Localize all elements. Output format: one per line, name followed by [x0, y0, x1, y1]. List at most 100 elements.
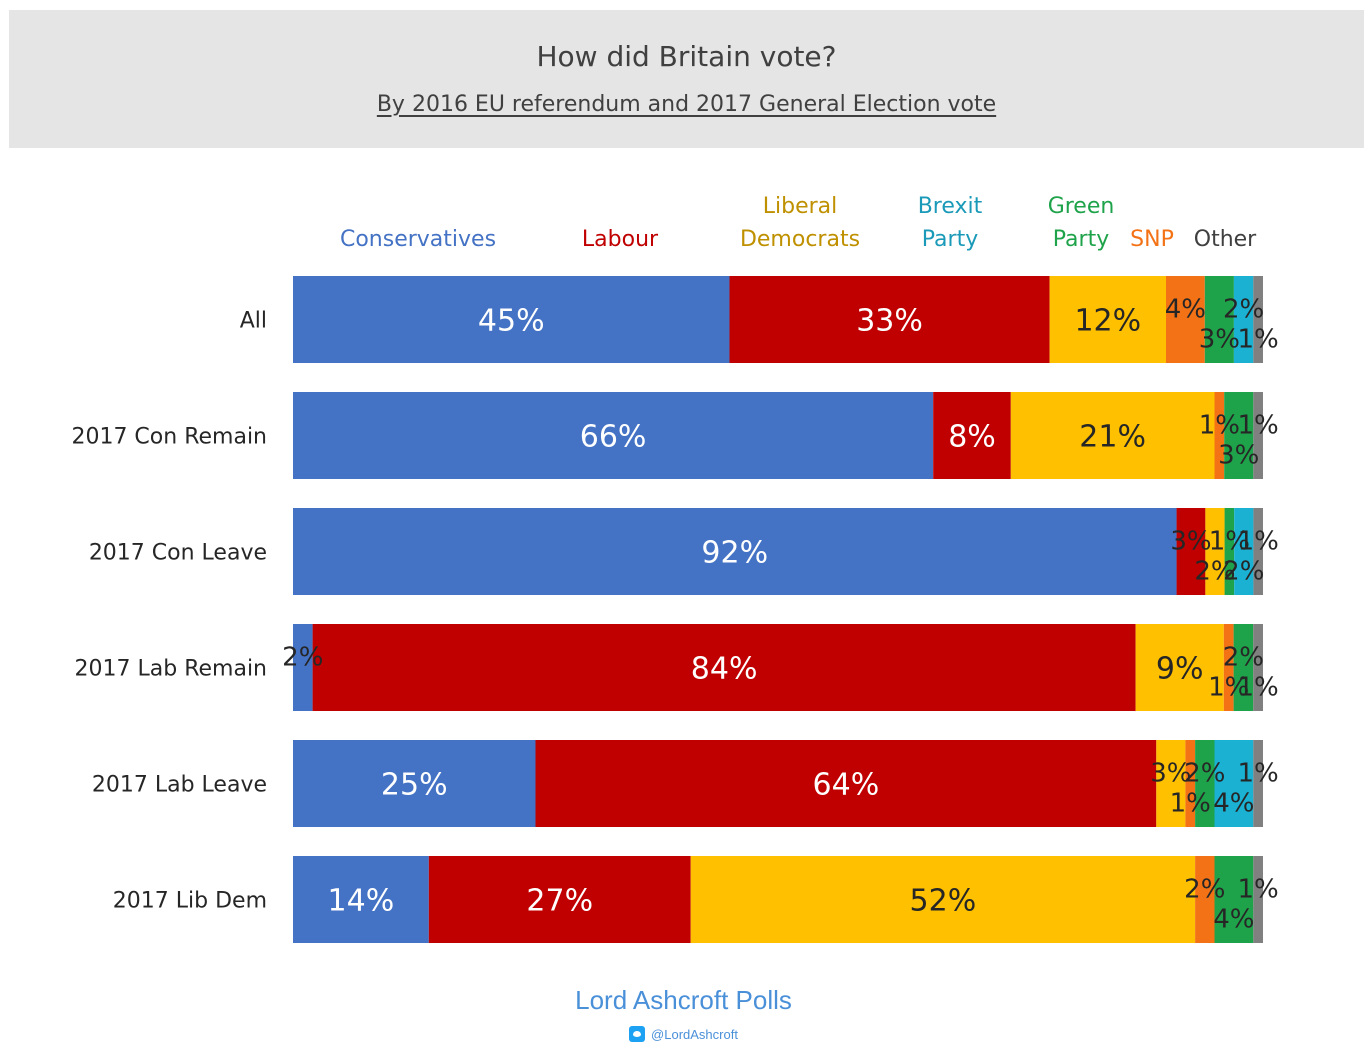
- data-label-2017-con-remain-other: 1%: [1238, 411, 1279, 441]
- bar-2017-lib-dem-snp: [1195, 856, 1215, 943]
- bar-2017-lab-remain-liberal-democrats: [1135, 624, 1224, 711]
- bar-2017-lab-remain-other: [1253, 624, 1263, 711]
- bar-all-conservatives: [293, 276, 730, 363]
- bar-all-snp: [1166, 276, 1205, 363]
- bar-2017-lab-leave-conservatives: [293, 740, 536, 827]
- row-label-all: All: [240, 309, 267, 334]
- data-label-2017-lab-remain-snp: 1%: [1208, 673, 1249, 703]
- bar-2017-con-leave-liberal-democrats: [1205, 508, 1225, 595]
- bar-2017-lab-remain-snp: [1223, 624, 1234, 711]
- bar-2017-lib-dem-conservatives: [293, 856, 429, 943]
- bar-2017-lab-leave-labour: [535, 740, 1157, 827]
- legend-green-party-line-1: Green: [1048, 194, 1115, 219]
- brand-name: Lord Ashcroft Polls: [575, 985, 792, 1015]
- bar-2017-con-remain-labour: [933, 392, 1011, 479]
- data-label-2017-lab-remain-conservatives: 2%: [282, 643, 323, 673]
- legend-other: Other: [1194, 227, 1257, 252]
- data-label-2017-con-remain-liberal-democrats: 21%: [1079, 420, 1146, 455]
- data-label-2017-lib-dem-other: 1%: [1238, 875, 1279, 905]
- bar-2017-con-remain-liberal-democrats: [1010, 392, 1215, 479]
- bar-2017-lib-dem-other: [1253, 856, 1263, 943]
- chart-header: How did Britain vote? By 2016 EU referen…: [9, 10, 1364, 148]
- data-label-all-liberal-democrats: 12%: [1074, 304, 1141, 339]
- data-label-2017-lab-leave-labour: 64%: [813, 768, 880, 803]
- legend-liberal-democrats-line-2: Democrats: [740, 227, 860, 252]
- bar-2017-lib-dem-labour: [428, 856, 691, 943]
- twitter-handle: @LordAshcroft: [651, 1027, 738, 1042]
- data-label-2017-lab-remain-other: 1%: [1237, 673, 1278, 703]
- data-label-2017-con-leave-conservatives: 92%: [701, 536, 768, 571]
- bar-2017-con-remain-other: [1253, 392, 1263, 479]
- bar-2017-lab-remain-green-party: [1233, 624, 1254, 711]
- data-label-2017-lib-dem-liberal-democrats: 52%: [910, 884, 977, 919]
- data-label-2017-con-remain-labour: 8%: [948, 420, 996, 455]
- row-label-2017-lib-dem: 2017 Lib Dem: [113, 889, 267, 914]
- data-label-2017-lab-remain-labour: 84%: [691, 652, 758, 687]
- bar-all-liberal-democrats: [1049, 276, 1166, 363]
- chart-title: How did Britain vote?: [536, 40, 837, 73]
- data-label-2017-con-remain-conservatives: 66%: [580, 420, 647, 455]
- bar-2017-con-leave-conservatives: [293, 508, 1177, 595]
- data-label-2017-con-remain-snp: 1%: [1199, 411, 1240, 441]
- legend-snp: SNP: [1130, 227, 1174, 252]
- bar-2017-con-leave-brexit-party: [1234, 508, 1254, 595]
- bar-2017-lab-leave-other: [1253, 740, 1263, 827]
- legend-green-party-line-2: Party: [1053, 227, 1109, 252]
- bar-2017-con-remain-green-party: [1224, 392, 1254, 479]
- data-label-2017-lab-leave-other: 1%: [1238, 759, 1279, 789]
- data-label-2017-con-leave-labour: 3%: [1170, 527, 1211, 557]
- bar-2017-lib-dem-liberal-democrats: [690, 856, 1196, 943]
- twitter-icon: [629, 1026, 646, 1042]
- bar-2017-con-remain-conservatives: [293, 392, 934, 479]
- bar-2017-lab-leave-brexit-party: [1214, 740, 1254, 827]
- stacked-bar-chart: Conservatives Labour Liberal Democrats Brexi…: [71, 194, 1279, 943]
- data-label-2017-lib-dem-labour: 27%: [526, 884, 593, 919]
- bar-2017-lab-leave-green-party: [1195, 740, 1215, 827]
- bar-all-brexit-party: [1233, 276, 1254, 363]
- data-label-2017-con-remain-green-party: 3%: [1218, 441, 1259, 471]
- data-label-all-other: 1%: [1238, 325, 1279, 355]
- row-label-2017-con-remain: 2017 Con Remain: [71, 425, 267, 450]
- bar-2017-con-remain-snp: [1214, 392, 1225, 479]
- bar-2017-lab-leave-liberal-democrats: [1156, 740, 1186, 827]
- legend-labour: Labour: [582, 227, 659, 252]
- data-label-all-green-party: 3%: [1199, 325, 1240, 355]
- data-label-all-snp: 4%: [1165, 295, 1206, 325]
- data-label-2017-lab-leave-conservatives: 25%: [381, 768, 448, 803]
- data-label-2017-lab-remain-green-party: 2%: [1223, 643, 1264, 673]
- bar-2017-con-leave-green-party: [1224, 508, 1235, 595]
- data-label-2017-lab-remain-liberal-democrats: 9%: [1156, 652, 1204, 687]
- data-label-2017-lab-leave-liberal-democrats: 3%: [1150, 759, 1191, 789]
- legend-brexit-party-line-2: Party: [922, 227, 978, 252]
- bar-all-green-party: [1204, 276, 1234, 363]
- bar-2017-lab-leave-snp: [1185, 740, 1196, 827]
- data-label-2017-lab-leave-snp: 1%: [1170, 789, 1211, 819]
- bar-all-labour: [729, 276, 1050, 363]
- twitter-handle-row[interactable]: @LordAshcroft: [0, 1026, 1367, 1042]
- data-label-all-brexit-party: 2%: [1223, 295, 1264, 325]
- bar-2017-con-leave-other: [1253, 508, 1263, 595]
- bar-2017-lab-remain-conservatives: [293, 624, 313, 711]
- legend-conservatives: Conservatives: [340, 227, 496, 252]
- chart-subtitle: By 2016 EU referendum and 2017 General E…: [9, 92, 1364, 117]
- data-label-2017-lib-dem-snp: 2%: [1184, 875, 1225, 905]
- row-label-2017-lab-leave: 2017 Lab Leave: [92, 773, 267, 798]
- bar-all-other: [1253, 276, 1263, 363]
- data-label-2017-con-leave-liberal-democrats: 2%: [1194, 557, 1235, 587]
- legend-brexit-party-line-1: Brexit: [918, 194, 983, 219]
- data-label-2017-lib-dem-conservatives: 14%: [328, 884, 395, 919]
- bar-2017-lab-remain-labour: [312, 624, 1136, 711]
- data-label-all-labour: 33%: [856, 304, 923, 339]
- data-label-2017-lab-leave-brexit-party: 4%: [1213, 789, 1254, 819]
- row-label-2017-lab-remain: 2017 Lab Remain: [75, 657, 267, 682]
- bar-2017-con-leave-labour: [1176, 508, 1206, 595]
- legend-liberal-democrats-line-1: Liberal: [763, 194, 838, 219]
- data-label-2017-lab-leave-green-party: 2%: [1184, 759, 1225, 789]
- data-label-2017-lib-dem-green-party: 4%: [1213, 905, 1254, 935]
- data-label-all-conservatives: 45%: [478, 304, 545, 339]
- data-label-2017-con-leave-other: 1%: [1238, 527, 1279, 557]
- bar-2017-lib-dem-green-party: [1214, 856, 1254, 943]
- data-label-2017-con-leave-brexit-party: 2%: [1223, 557, 1264, 587]
- chart-subtitle-text: By 2016 EU referendum and 2017 General E…: [376, 92, 997, 117]
- row-label-2017-con-leave: 2017 Con Leave: [89, 541, 267, 566]
